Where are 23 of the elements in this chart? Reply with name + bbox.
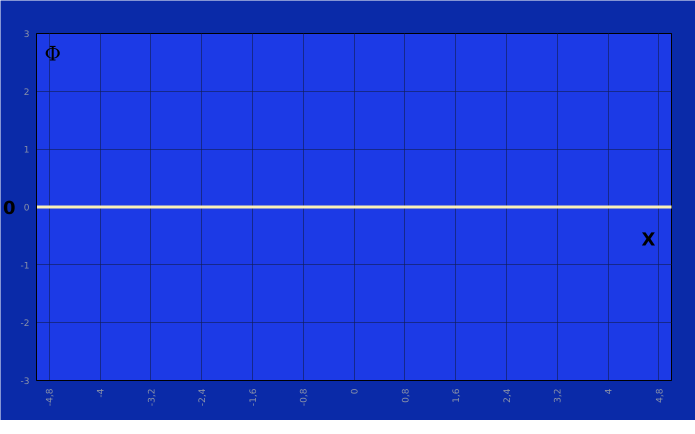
y-axis-title: Φ (44, 42, 61, 66)
x-tick-label: -1,6 (248, 388, 259, 406)
y-tick-label: 3 (24, 30, 30, 40)
x-tick-label: 4,8 (655, 388, 666, 403)
x-tick-label: 0,8 (401, 388, 412, 403)
x-tick-label: -4 (96, 388, 106, 398)
x-tick-label: -4,8 (46, 388, 56, 406)
x-axis-title: X (642, 230, 656, 250)
x-tick-label: 3,2 (554, 388, 564, 403)
y-tick-label: 0 (24, 204, 30, 214)
y-tick-label: -2 (20, 319, 30, 330)
x-tick-label: 4 (604, 388, 614, 394)
x-tick-label: -0,8 (300, 388, 310, 406)
text: 0 (3, 198, 16, 219)
y-tick-label: 1 (24, 146, 30, 156)
x-tick-label: -3,2 (147, 388, 158, 406)
x-tick-label: -2,4 (198, 388, 208, 406)
x-tick-label: 2,4 (502, 388, 513, 403)
y-tick-label: -1 (20, 261, 30, 272)
x-tick-label: 1,6 (452, 388, 462, 403)
x-tick-label: 0 (350, 388, 360, 394)
y-tick-label: 2 (24, 88, 30, 98)
y-tick-label: -3 (20, 377, 30, 387)
